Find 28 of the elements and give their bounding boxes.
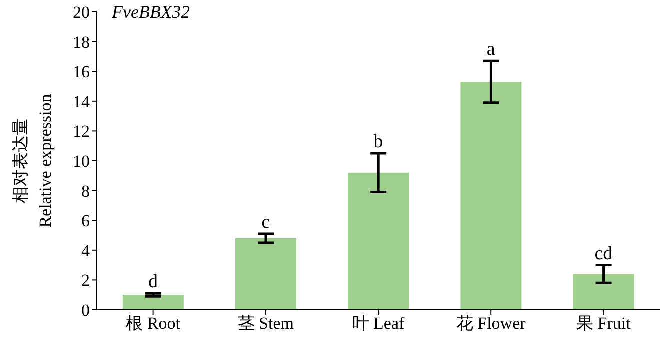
bar: [348, 172, 410, 310]
bar: [573, 274, 634, 310]
annotation: b: [374, 132, 384, 153]
annotation: d: [148, 272, 159, 293]
x-tick-label: 根 Root: [126, 314, 181, 334]
y-tick-label: 12: [73, 122, 90, 142]
annotation: cd: [594, 243, 614, 264]
y-tick-label: 18: [73, 32, 90, 52]
bar: [236, 238, 296, 310]
annotation: c: [262, 212, 270, 234]
annotation: a: [486, 39, 496, 60]
x-tick-label: 叶 Leaf: [352, 314, 406, 334]
y-tick-label: 0: [82, 301, 90, 320]
bar: [122, 295, 184, 310]
bar: [460, 82, 522, 310]
x-tick-label: 果 Fruit: [576, 314, 632, 334]
y-tick-label: 16: [73, 62, 90, 82]
y-tick-label: 10: [73, 152, 90, 172]
y-tick-label: 8: [82, 182, 90, 201]
y-tick-label: 14: [73, 92, 90, 112]
y-tick-label: 20: [73, 3, 90, 22]
chart-title: FveBBX32: [112, 2, 190, 23]
x-tick-label: 花 Flower: [456, 314, 526, 334]
y-axis-title: 相对表达量 Relative expression: [10, 94, 55, 228]
y-tick-label: 6: [82, 212, 90, 231]
y-tick-label: 2: [82, 271, 90, 290]
y-tick-label: 4: [82, 241, 90, 260]
x-tick-label: 茎 Stem: [238, 314, 294, 334]
